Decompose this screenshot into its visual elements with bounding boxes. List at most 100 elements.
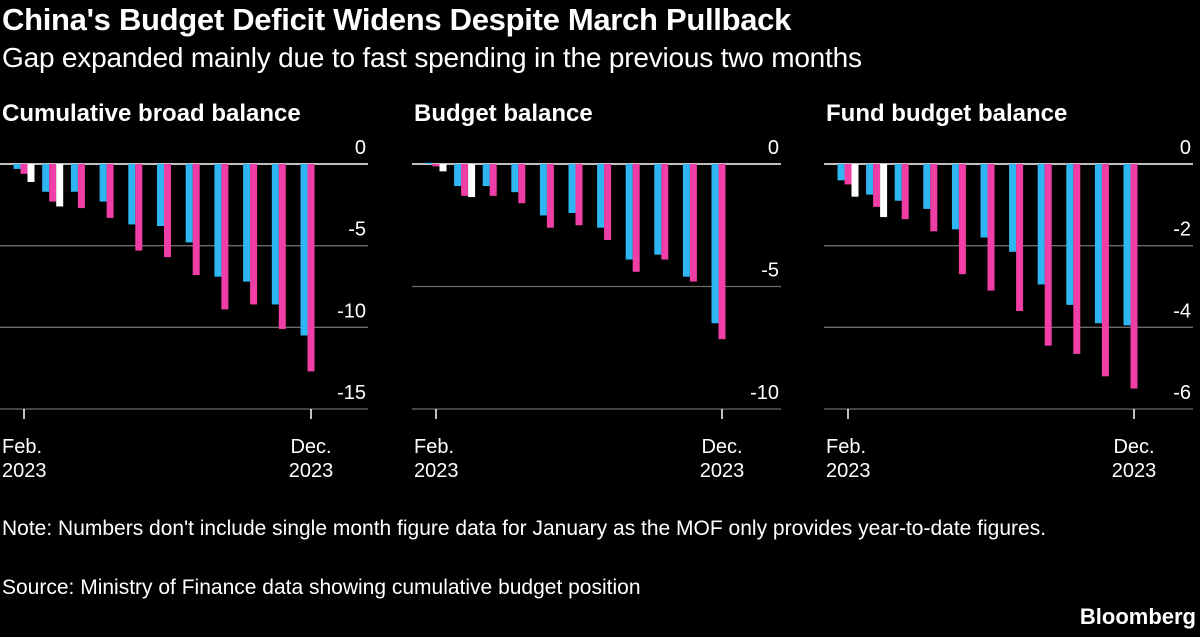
y-tick-label: -6 [1173,382,1191,404]
x-tick-label-month: Feb. [414,436,454,458]
bar-pink-feb [20,164,28,174]
x-tick-label-year: 2023 [700,460,745,482]
bar-blue-may [99,164,107,202]
bar-pink-mar [49,164,57,202]
bar-pink-oct [1073,164,1081,354]
y-tick-label: -15 [337,382,366,404]
bar-blue-oct [243,164,251,282]
bar-pink-aug [1016,164,1024,311]
bar-blue-aug [1009,164,1017,252]
bar-pink-apr [77,164,85,209]
bar-blue-oct [654,164,662,255]
bar-blue-jul [568,164,576,213]
bar-blue-apr [70,164,78,192]
x-tick-label-month: Feb. [2,436,42,458]
bar-pink-feb [432,164,440,167]
x-tick-label-year: 2023 [826,460,871,482]
bar-blue-jun [128,164,136,225]
bar-pink-dec [307,164,315,372]
bar-blue-feb [425,162,433,164]
panel-title: Cumulative broad balance [2,100,301,127]
y-tick-label: -10 [337,300,366,322]
bar-blue-dec [711,164,719,324]
bar-blue-nov [271,164,279,305]
bar-blue-feb [837,164,845,181]
bar-blue-feb [13,164,21,169]
x-tick-label-year: 2023 [414,460,459,482]
y-tick-label: -4 [1173,300,1191,322]
x-tick-label-month: Feb. [826,436,866,458]
x-tick-label-month: Dec. [290,436,331,458]
panel-3: Fund budget balance0-2-4-6Feb.2023Dec.20… [824,100,1193,482]
bar-pink-aug [604,164,612,240]
bar-white-mar [468,164,476,198]
bar-pink-jun [135,164,143,251]
bar-pink-jun [958,164,966,275]
x-tick-label-month: Dec. [701,436,742,458]
chart-title: China's Budget Deficit Widens Despite Ma… [2,2,792,37]
bar-blue-mar [866,164,874,195]
source-note: Source: Ministry of Finance data showing… [2,576,641,599]
bar-pink-feb [844,164,852,185]
bar-pink-apr [901,164,909,220]
bar-blue-apr [894,164,902,201]
bar-pink-nov [1101,164,1109,377]
bar-pink-sep [221,164,229,310]
x-tick-label-year: 2023 [2,460,47,482]
bar-blue-jun [951,164,959,230]
bar-pink-mar [461,164,469,196]
bar-pink-dec [1130,164,1138,389]
bar-blue-dec [300,164,308,336]
bar-blue-may [923,164,931,209]
bar-blue-mar [454,164,462,187]
bar-blue-jun [539,164,547,216]
bar-blue-jul [157,164,164,227]
panel-title: Budget balance [414,100,593,127]
y-tick-label: -2 [1173,219,1191,241]
bar-pink-jul [987,164,995,291]
bar-pink-oct [661,164,669,260]
bar-blue-jul [980,164,988,238]
chart-subtitle: Gap expanded mainly due to fast spending… [2,42,862,73]
bar-white-feb [851,164,859,197]
bar-pink-may [930,164,938,232]
x-tick-label-month: Dec. [1113,436,1154,458]
y-tick-label: 0 [1180,137,1191,159]
footnote: Note: Numbers don't include single month… [2,517,1047,540]
bar-pink-nov [689,164,697,282]
y-tick-label: -5 [348,219,366,241]
x-tick-label-year: 2023 [289,460,334,482]
bar-white-mar [880,164,888,218]
bar-pink-mar [873,164,881,207]
bar-white-feb [27,164,35,182]
bar-blue-sep [214,164,222,277]
bar-pink-sep [632,164,640,272]
y-tick-label: 0 [355,137,366,159]
x-tick-label-year: 2023 [1112,460,1157,482]
bar-pink-apr [489,164,497,196]
bar-white-feb [439,164,447,172]
bar-blue-sep [625,164,633,260]
bar-pink-jul [575,164,583,226]
bar-pink-dec [718,164,726,340]
bar-pink-may [106,164,114,218]
bar-pink-jun [546,164,554,228]
bar-blue-aug [597,164,605,228]
bar-pink-sep [1044,164,1052,346]
bar-pink-nov [278,164,286,329]
bloomberg-logo: Bloomberg [1079,604,1196,629]
panel-title: Fund budget balance [826,100,1067,127]
panel-1: Cumulative broad balance0-5-10-15Feb.202… [0,100,368,482]
y-tick-label: -10 [750,382,779,404]
bar-blue-aug [185,164,193,243]
bar-blue-mar [42,164,50,192]
bar-blue-sep [1037,164,1045,285]
bar-pink-aug [192,164,200,276]
bar-blue-oct [1066,164,1074,305]
y-tick-label: 0 [768,137,779,159]
bar-blue-apr [482,164,490,187]
bar-blue-may [511,164,519,193]
bar-blue-nov [682,164,690,277]
